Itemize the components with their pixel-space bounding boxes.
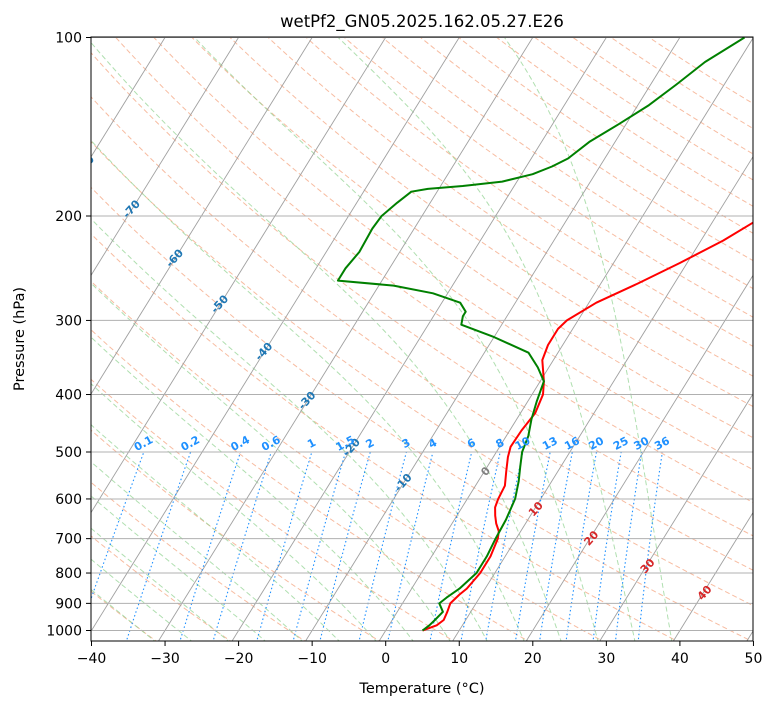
y-tick-label: 900 — [55, 596, 82, 612]
x-tick-label: −30 — [150, 651, 180, 667]
y-tick-label: 500 — [55, 445, 82, 461]
dry-adiabat-line — [0, 38, 10, 644]
y-tick-label: 1000 — [46, 624, 82, 640]
x-tick-label: 10 — [450, 651, 468, 667]
x-tick-label: 50 — [745, 651, 763, 667]
y-tick-label: 800 — [55, 566, 82, 582]
y-tick-label: 300 — [55, 313, 82, 329]
plot-background — [91, 37, 753, 641]
x-tick-label: −40 — [77, 651, 107, 667]
x-tick-label: 30 — [597, 651, 615, 667]
x-tick-label: −10 — [297, 651, 327, 667]
y-tick-label: 100 — [55, 31, 82, 47]
y-tick-label: 600 — [55, 492, 82, 508]
x-tick-label: 40 — [671, 651, 689, 667]
x-axis-label: Temperature (°C) — [358, 681, 484, 697]
y-axis-label: Pressure (hPa) — [12, 287, 28, 391]
x-tick-label: 20 — [524, 651, 542, 667]
y-tick-label: 200 — [55, 209, 82, 225]
isotherm-label: -100 — [0, 42, 19, 71]
chart-title: wetPf2_GN05.2025.162.05.27.E26 — [280, 12, 564, 32]
x-tick-label: 0 — [381, 651, 390, 667]
y-tick-label: 400 — [55, 388, 82, 404]
y-tick-label: 700 — [55, 532, 82, 548]
isotherm-label: -90 — [34, 99, 57, 123]
x-tick-label: −20 — [224, 651, 254, 667]
